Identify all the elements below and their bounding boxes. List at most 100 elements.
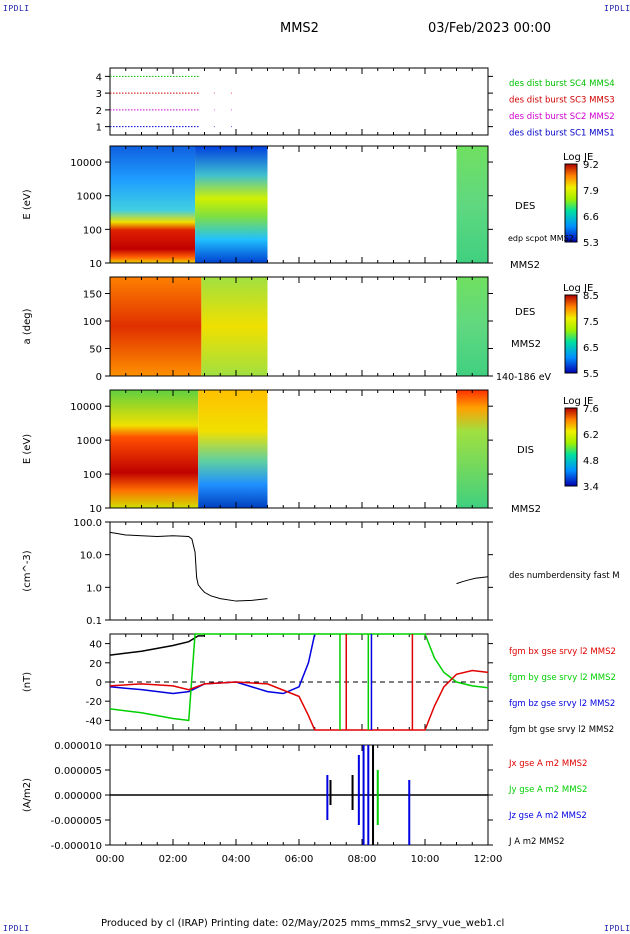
panel-label-des-1: DES: [515, 201, 535, 212]
x-tick-label: 02:00: [159, 854, 188, 865]
y-tick-label-0: 1: [96, 123, 102, 134]
legend-burst-4: des dist burst SC4 MMS4: [509, 79, 615, 89]
y-axis-label-3: E (eV): [22, 434, 33, 464]
y-axis-label-6: (A/m2): [22, 778, 33, 812]
y-tick-label-1: 100: [83, 225, 102, 236]
corner-label-top-right: IPDLI: [604, 4, 630, 13]
panel-label-mms2-2: MMS2: [511, 339, 541, 350]
y-tick-label-6: 0.000005: [54, 766, 102, 777]
y-tick-label-3: 10: [89, 504, 102, 515]
x-tick-label: 06:00: [285, 854, 314, 865]
y-tick-label-4: 1.0: [86, 583, 102, 594]
y-tick-label-0: 3: [96, 89, 102, 100]
spectrogram-block-1: [456, 146, 488, 263]
y-tick-label-2: 50: [89, 345, 102, 356]
x-tick-label: 10:00: [411, 854, 440, 865]
y-tick-label-5: -40: [86, 716, 102, 727]
spectrogram-block-2: [110, 277, 202, 376]
y-tick-label-1: 10000: [70, 158, 102, 169]
legend-b-2: fgm bz gse srvy l2 MMS2: [509, 699, 615, 709]
y-axis-label-4: (cm^-3): [22, 550, 33, 591]
panel-label-mms2-1: MMS2: [510, 260, 540, 271]
y-tick-label-6: 0.000000: [54, 791, 102, 802]
y-tick-label-1: 10: [89, 259, 102, 270]
panel-frame-4: [109, 521, 489, 621]
colorbar-title-3: Log JE: [563, 396, 593, 407]
legend-burst-2: des dist burst SC2 MMS2: [509, 112, 615, 122]
legend-b-1: fgm by gse srvy l2 MMS2: [509, 673, 616, 683]
y-tick-label-6: -0.000005: [51, 816, 102, 827]
b-line-1: [109, 633, 489, 722]
legend-b-0: fgm bx gse srvy l2 MMS2: [509, 647, 616, 657]
colorbar-tick-2: 6.5: [583, 343, 599, 354]
y-tick-label-0: 4: [96, 72, 102, 83]
colorbar-tick-2: 5.5: [583, 369, 599, 380]
footer-text: Produced by cl (IRAP) Printing date: 02/…: [101, 918, 505, 929]
corner-label-bottom-left: IPDLI: [3, 924, 30, 933]
y-tick-label-5: 40: [89, 640, 102, 651]
x-tick-label: 08:00: [348, 854, 377, 865]
spectrogram-block-1: [195, 146, 268, 263]
colorbar-tick-3: 7.6: [583, 404, 599, 415]
y-tick-label-3: 10000: [70, 402, 102, 413]
panel-label-scpot: edp scpot MMS2: [508, 234, 574, 243]
colorbar-title-2: Log JE: [563, 283, 593, 294]
y-tick-label-6: 0.000010: [54, 741, 102, 752]
colorbar-tick-3: 3.4: [583, 482, 599, 493]
colorbar-tick-3: 4.8: [583, 456, 599, 467]
legend-b-3: fgm bt gse srvy l2 MMS2: [509, 725, 614, 735]
y-axis-label-1: E (eV): [22, 189, 33, 219]
colorbar-tick-1: 9.2: [583, 160, 599, 171]
y-tick-label-2: 0: [96, 372, 102, 383]
panel-label-energy-range: 140-186 eV: [496, 372, 552, 383]
panel-label-mms2-3: MMS2: [511, 504, 541, 515]
colorbar-3: [564, 407, 578, 487]
density-line-0: [109, 531, 268, 602]
y-tick-label-2: 150: [83, 290, 102, 301]
b-line-0: [109, 669, 489, 731]
corner-label-bottom-right: IPDLI: [604, 924, 630, 933]
spectrogram-block-3: [110, 390, 199, 508]
y-tick-label-1: 1000: [77, 192, 102, 203]
panel-label-dis: DIS: [517, 445, 534, 456]
x-tick-label: 04:00: [222, 854, 251, 865]
y-axis-label-5: (nT): [22, 672, 33, 692]
colorbar-1: [564, 163, 578, 243]
y-tick-label-4: 0.1: [86, 616, 102, 627]
legend-burst-3: des dist burst SC3 MMS3: [509, 96, 615, 106]
legend-density: des numberdensity fast M: [509, 571, 620, 581]
y-axis-label-2: a (deg): [22, 308, 33, 344]
legend-j-0: Jx gse A m2 MMS2: [508, 759, 587, 769]
y-tick-label-5: -20: [86, 697, 102, 708]
spectrogram-block-2: [456, 277, 488, 376]
colorbar-tick-1: 7.9: [583, 186, 599, 197]
colorbar-tick-3: 6.2: [583, 430, 599, 441]
date-title: 03/Feb/2023 00:00: [428, 21, 551, 36]
colorbar-tick-1: 6.6: [583, 212, 599, 223]
colorbar-2: [564, 294, 578, 374]
panel-frame-0: [109, 67, 489, 136]
corner-label-top-left: IPDLI: [3, 4, 30, 13]
spectrogram-block-3: [198, 390, 268, 508]
legend-burst-1: des dist burst SC1 MMS1: [509, 129, 615, 139]
b-line-3: [109, 635, 205, 656]
y-tick-label-4: 100.0: [73, 518, 102, 529]
legend-j-3: J A m2 MMS2: [508, 837, 565, 847]
colorbar-title-1: Log JE: [563, 152, 593, 163]
y-tick-label-5: 20: [89, 659, 102, 670]
x-tick-label: 12:00: [474, 854, 503, 865]
colorbar-tick-2: 7.5: [583, 317, 599, 328]
spacecraft-title: MMS2: [280, 21, 319, 36]
spectrogram-block-1: [110, 146, 196, 263]
spectrogram-block-2: [201, 277, 268, 376]
y-tick-label-6: -0.000010: [51, 841, 102, 852]
y-tick-label-0: 2: [96, 106, 102, 117]
legend-j-1: Jy gse A m2 MMS2: [508, 785, 587, 795]
y-tick-label-5: 0: [96, 678, 102, 689]
y-tick-label-2: 100: [83, 317, 102, 328]
panel-label-des-2: DES: [515, 307, 535, 318]
y-tick-label-4: 10.0: [80, 551, 102, 562]
y-tick-label-3: 1000: [77, 436, 102, 447]
legend-j-2: Jz gse A m2 MMS2: [508, 811, 587, 821]
